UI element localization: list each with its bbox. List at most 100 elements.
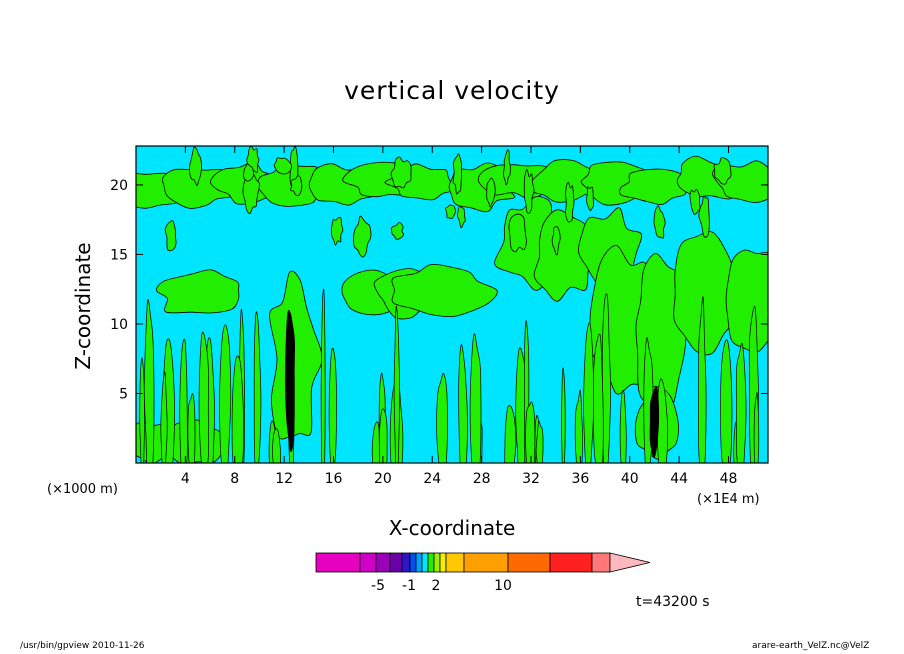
strong-updraft-1 [649, 386, 660, 459]
x-axis: 4 8 12 16 20 24 28 32 36 40 44 48 [181, 146, 738, 487]
chart-title: vertical velocity [344, 76, 560, 105]
colorbar-cell-11 [445, 552, 465, 573]
colorbar-cell-6 [415, 552, 423, 573]
x-tick-label-24: 24 [423, 471, 441, 487]
colorbar-cell-2 [375, 552, 391, 573]
updraft-region-3-0 [391, 263, 498, 318]
upper-streak-10 [523, 168, 535, 214]
colorbar: -5 -1 2 10 [315, 552, 651, 594]
colorbar-cell-0 [315, 552, 361, 573]
upper-streak-25 [698, 195, 710, 238]
upper-streak-18 [243, 163, 254, 182]
upper-streak-5 [713, 157, 732, 185]
upper-streak-6 [390, 156, 412, 189]
x-tick-label-48: 48 [720, 471, 738, 487]
plume-41 [160, 371, 168, 463]
time-label: t=43200 s [636, 594, 710, 610]
upper-streak-15 [508, 213, 527, 253]
upper-streak-13 [503, 149, 511, 186]
colorbar-cell-9 [433, 552, 441, 573]
colorbar-label-0: -5 [371, 578, 385, 594]
x-tick-label-28: 28 [473, 471, 491, 487]
upper-streak-20 [653, 205, 666, 239]
plume-8 [328, 347, 337, 463]
plume-21 [187, 393, 196, 463]
colorbar-cell-1 [359, 552, 377, 573]
x-tick-label-32: 32 [522, 471, 540, 487]
colorbar-cell-8 [427, 552, 435, 573]
plume-39 [504, 404, 517, 463]
upper-streak-8 [452, 153, 463, 195]
plume-38 [720, 339, 733, 463]
colorbar-cell-7 [421, 552, 429, 573]
plume-45 [393, 305, 400, 463]
upper-streak-12 [353, 215, 372, 258]
x-tick-label-20: 20 [374, 471, 392, 487]
plume-34 [525, 401, 536, 463]
x-tick-label-40: 40 [621, 471, 639, 487]
plume-14 [253, 311, 262, 463]
upper-streak-21 [273, 157, 293, 175]
upper-streak-4 [585, 186, 595, 211]
colorbar-cell-4 [401, 552, 411, 573]
plume-3 [515, 347, 527, 463]
upper-streak-0 [242, 173, 261, 215]
x-tick-label-8: 8 [230, 471, 239, 487]
y-tick-label-20: 20 [110, 178, 128, 194]
x-tick-label-44: 44 [670, 471, 688, 487]
plume-32 [272, 428, 281, 463]
upper-streak-24 [565, 182, 575, 223]
upper-streak-3 [330, 217, 344, 246]
plume-2 [371, 421, 382, 463]
colorbar-extension [609, 552, 651, 573]
upper-streak-9 [189, 146, 202, 187]
plume-15 [179, 338, 188, 463]
y-tick-label-5: 5 [119, 386, 128, 402]
x-axis-label: X-coordinate [388, 516, 516, 540]
updraft-region-5-2 [673, 231, 734, 356]
colorbar-cell-15 [591, 552, 611, 573]
colorbar-cell-3 [389, 552, 403, 573]
y-tick-label-15: 15 [110, 247, 128, 263]
upper-streak-23 [290, 175, 303, 197]
colorbar-label-1: -1 [402, 578, 416, 594]
colorbar-cell-5 [409, 552, 417, 573]
x-tick-label-16: 16 [325, 471, 343, 487]
colorbar-label-2: 2 [432, 578, 441, 594]
upper-streak-7 [551, 226, 561, 256]
plume-28 [379, 408, 388, 463]
plume-42 [753, 392, 760, 463]
plume-44 [469, 333, 482, 463]
plume-31 [458, 344, 468, 463]
plume-33 [535, 420, 544, 463]
plume-17 [583, 322, 595, 463]
plume-4 [320, 288, 326, 463]
plume-23 [574, 389, 583, 463]
plume-25 [231, 355, 244, 463]
y-tick-label-10: 10 [110, 317, 128, 333]
plume-37 [219, 324, 232, 463]
plume-9 [698, 296, 707, 463]
footer-program: /usr/bin/gpview 2010-11-26 [20, 641, 145, 651]
y-axis-label: Z-coordinate [71, 242, 95, 370]
x-tick-label-4: 4 [181, 471, 190, 487]
upper-streak-19 [486, 177, 496, 208]
x-tick-label-36: 36 [571, 471, 589, 487]
velocity-field [136, 146, 768, 463]
plot-frame [135, 145, 769, 464]
plume-36 [593, 333, 604, 463]
colorbar-cell-14 [549, 552, 593, 573]
colorbar-cell-12 [463, 552, 509, 573]
plume-27 [735, 342, 747, 463]
footer-file: arare-earth_VelZ.nc@VelZ [752, 641, 870, 651]
colorbar-cell-10 [439, 552, 447, 573]
plume-0 [619, 390, 627, 463]
y-axis: 5 10 15 20 [110, 178, 768, 402]
plume-16 [561, 367, 566, 463]
plume-43 [139, 357, 145, 463]
colorbar-label-3: 10 [494, 578, 512, 594]
upper-streak-16 [391, 222, 404, 240]
updraft-region-4-1 [533, 209, 597, 302]
plume-40 [198, 331, 209, 463]
